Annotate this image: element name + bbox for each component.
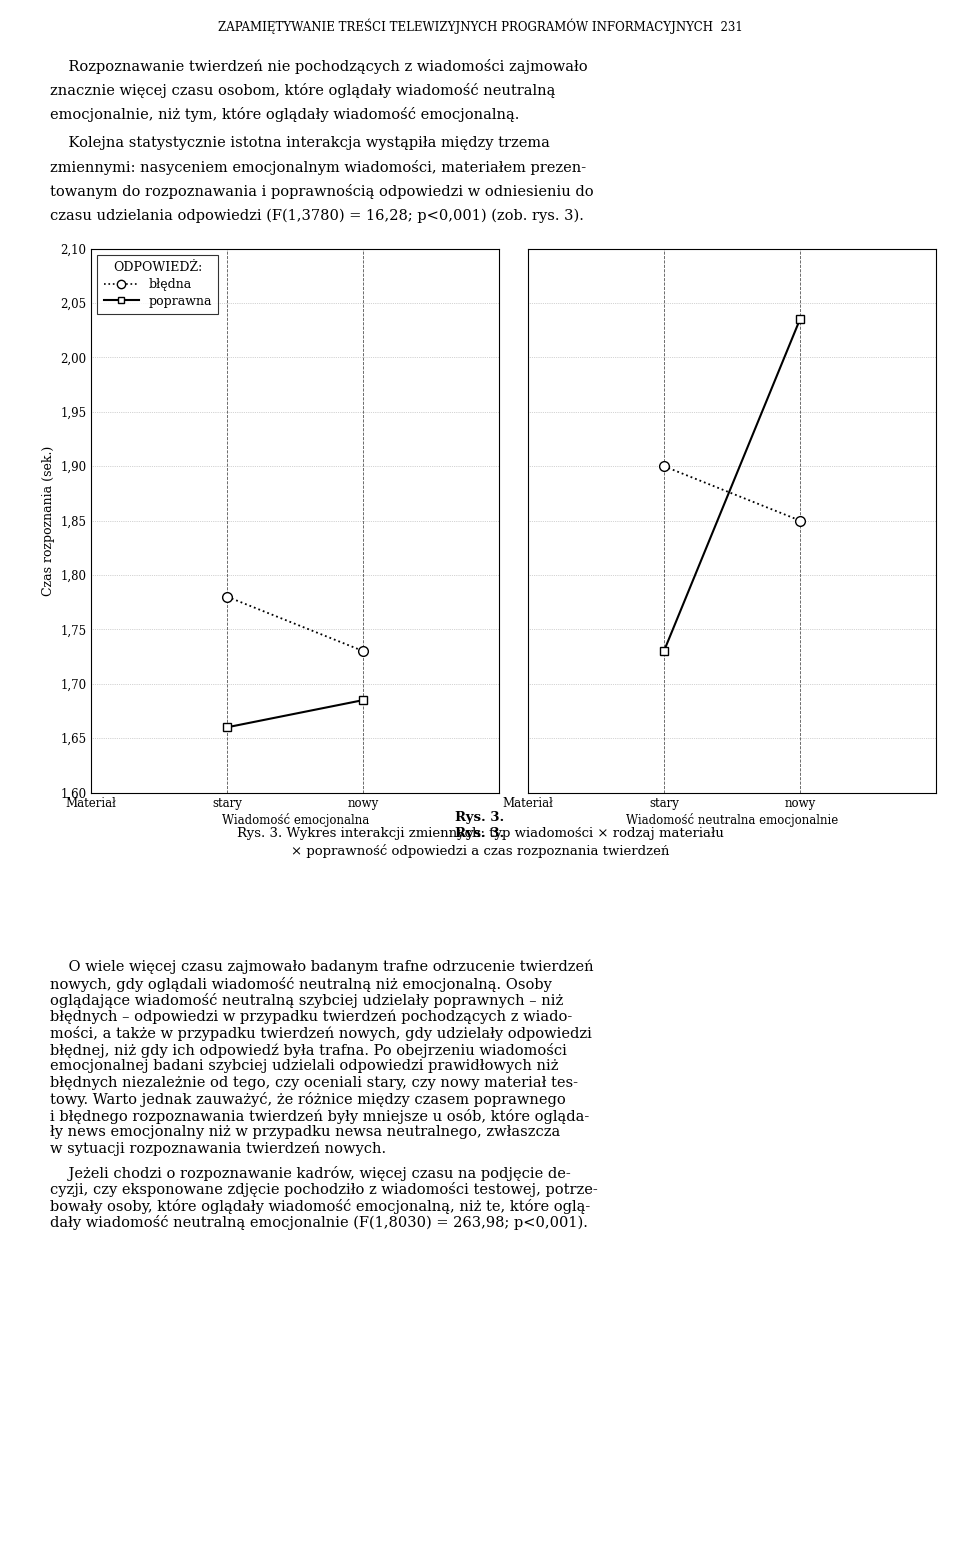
Text: Rys. 3.: Rys. 3. (455, 827, 505, 841)
Text: błędnej, niż gdy ich odpowiedź była trafna. Po obejrzeniu wiadomości: błędnej, niż gdy ich odpowiedź była traf… (50, 1043, 566, 1058)
X-axis label: Wiadomość emocjonalna: Wiadomość emocjonalna (222, 813, 369, 827)
Text: zmiennymi: nasyceniem emocjonalnym wiadomości, materiałem prezen-: zmiennymi: nasyceniem emocjonalnym wiado… (50, 160, 586, 176)
Text: towanym do rozpoznawania i poprawnością odpowiedzi w odniesieniu do: towanym do rozpoznawania i poprawnością … (50, 185, 593, 199)
Legend: błędna, poprawna: błędna, poprawna (98, 255, 219, 314)
Text: ZAPAMIĘTYWANIE TREŚCI TELEWIZYJNYCH PROGRAMÓW INFORMACYJNYCH  231: ZAPAMIĘTYWANIE TREŚCI TELEWIZYJNYCH PROG… (218, 19, 742, 34)
Text: bowały osoby, które oglądały wiadomość emocjonalną, niż te, które oglą-: bowały osoby, które oglądały wiadomość e… (50, 1198, 590, 1214)
Text: Kolejna statystycznie istotna interakcja wystąpiła między trzema: Kolejna statystycznie istotna interakcja… (50, 137, 550, 151)
Text: Jeżeli chodzi o rozpoznawanie kadrów, więcej czasu na podjęcie de-: Jeżeli chodzi o rozpoznawanie kadrów, wi… (50, 1166, 570, 1181)
Text: w sytuacji rozpoznawania twierdzeń nowych.: w sytuacji rozpoznawania twierdzeń nowyc… (50, 1142, 386, 1156)
Text: Rys. 3.: Rys. 3. (455, 811, 505, 824)
Text: O wiele więcej czasu zajmowało badanym trafne odrzucenie twierdzeń: O wiele więcej czasu zajmowało badanym t… (50, 960, 593, 974)
Text: oglądające wiadomość neutralną szybciej udzielały poprawnych – niż: oglądające wiadomość neutralną szybciej … (50, 993, 564, 1009)
Text: × poprawność odpowiedzi a czas rozpoznania twierdzeń: × poprawność odpowiedzi a czas rozpoznan… (291, 844, 669, 858)
Text: Rys. 3. Wykres interakcji zmiennych: typ wiadomości × rodzaj materiału: Rys. 3. Wykres interakcji zmiennych: typ… (236, 827, 724, 841)
Text: towy. Warto jednak zauważyć, że różnice między czasem poprawnego: towy. Warto jednak zauważyć, że różnice … (50, 1092, 565, 1106)
Text: i błędnego rozpoznawania twierdzeń były mniejsze u osób, które ogląda-: i błędnego rozpoznawania twierdzeń były … (50, 1108, 589, 1124)
Text: cyzji, czy eksponowane zdjęcie pochodziło z wiadomości testowej, potrze-: cyzji, czy eksponowane zdjęcie pochodził… (50, 1183, 598, 1197)
Text: ły news emocjonalny niż w przypadku newsa neutralnego, zwłaszcza: ły news emocjonalny niż w przypadku news… (50, 1125, 561, 1139)
Text: Rozpoznawanie twierdzeń nie pochodzących z wiadomości zajmowało: Rozpoznawanie twierdzeń nie pochodzących… (50, 59, 588, 75)
Text: emocjonalnie, niż tym, które oglądały wiadomość emocjonalną.: emocjonalnie, niż tym, które oglądały wi… (50, 107, 519, 123)
Text: błędnych niezależnie od tego, czy oceniali stary, czy nowy materiał tes-: błędnych niezależnie od tego, czy ocenia… (50, 1075, 578, 1089)
Y-axis label: Czas rozpoznania (sek.): Czas rozpoznania (sek.) (41, 446, 55, 595)
Text: emocjonalnej badani szybciej udzielali odpowiedzi prawidłowych niż: emocjonalnej badani szybciej udzielali o… (50, 1058, 559, 1072)
Text: znacznie więcej czasu osobom, które oglądały wiadomość neutralną: znacznie więcej czasu osobom, które oglą… (50, 82, 555, 98)
Text: czasu udzielania odpowiedzi (F(1,3780) = 16,28; p<0,001) (zob. rys. 3).: czasu udzielania odpowiedzi (F(1,3780) =… (50, 208, 584, 222)
Text: Rys. 3. Wykres interakcji zmiennych: typ wiadomości × rodzaj materiału: Rys. 3. Wykres interakcji zmiennych: typ… (236, 811, 724, 824)
Text: błędnych – odpowiedzi w przypadku twierdzeń pochodzących z wiado-: błędnych – odpowiedzi w przypadku twierd… (50, 1010, 572, 1024)
Text: mości, a także w przypadku twierdzeń nowych, gdy udzielały odpowiedzi: mości, a także w przypadku twierdzeń now… (50, 1026, 591, 1041)
Text: dały wiadomość neutralną emocjonalnie (F(1,8030) = 263,98; p<0,001).: dały wiadomość neutralną emocjonalnie (F… (50, 1215, 588, 1231)
Text: nowych, gdy oglądali wiadomość neutralną niż emocjonalną. Osoby: nowych, gdy oglądali wiadomość neutralną… (50, 976, 552, 991)
X-axis label: Wiadomość neutralna emocjonalnie: Wiadomość neutralna emocjonalnie (626, 813, 838, 827)
